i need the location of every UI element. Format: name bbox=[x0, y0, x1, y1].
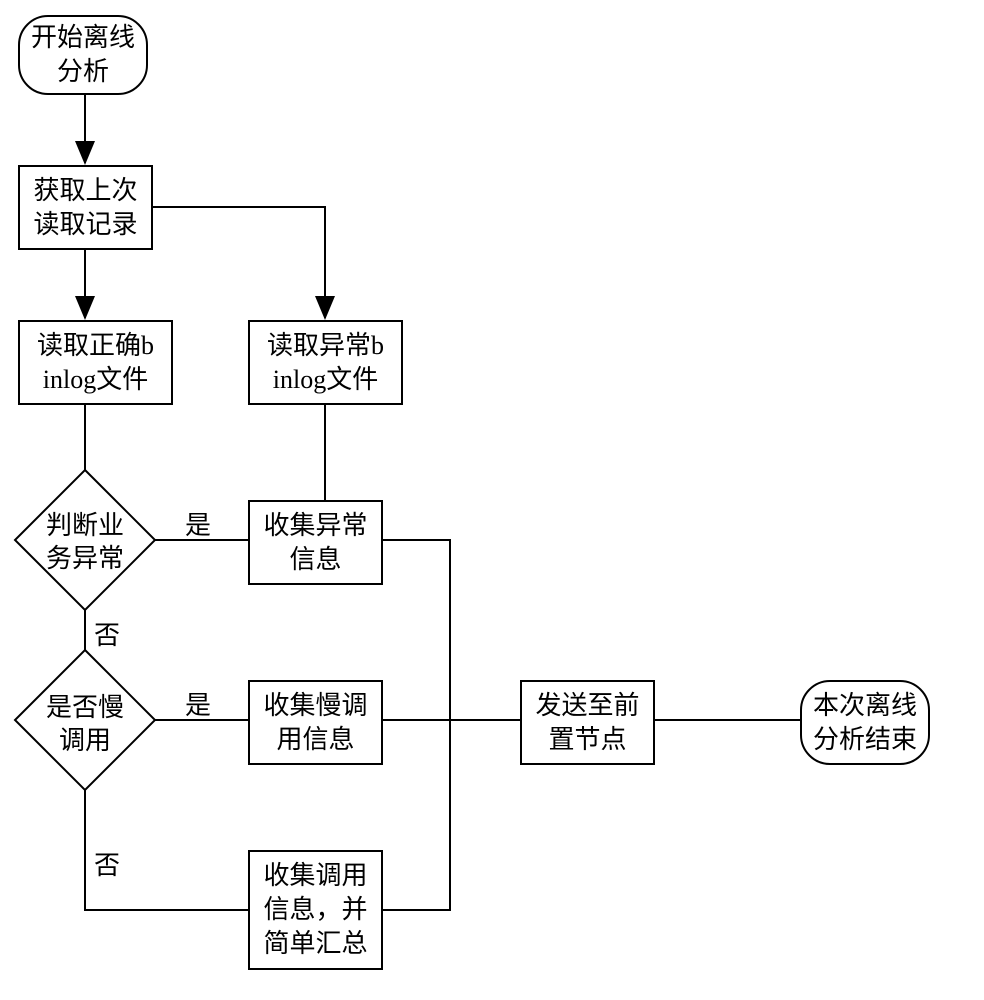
edge-label-no-2: 否 bbox=[94, 845, 120, 882]
edges bbox=[85, 95, 800, 910]
process-collect-slow: 收集慢调用信息 bbox=[248, 680, 383, 765]
terminator-start: 开始离线分析 bbox=[18, 15, 148, 95]
read-abnormal-label: 读取异常binlog文件 bbox=[267, 329, 384, 397]
decision-slow-label: 是否慢调用 bbox=[45, 692, 125, 757]
get-last-label: 获取上次读取记录 bbox=[33, 174, 137, 242]
send-front-label: 发送至前置节点 bbox=[535, 689, 639, 757]
edge-collectcall-send bbox=[383, 720, 450, 910]
edge-label-no-1: 否 bbox=[94, 615, 120, 652]
process-read-abnormal: 读取异常binlog文件 bbox=[248, 320, 403, 405]
edge-label-yes-2: 是 bbox=[185, 685, 211, 722]
process-collect-call: 收集调用信息，并简单汇总 bbox=[248, 850, 383, 970]
terminator-end: 本次离线分析结束 bbox=[800, 680, 930, 765]
process-send-front: 发送至前置节点 bbox=[520, 680, 655, 765]
edge-getlast-readabnormal bbox=[153, 207, 325, 318]
start-label: 开始离线分析 bbox=[31, 21, 135, 89]
flowchart-container: 开始离线分析 获取上次读取记录 读取正确binlog文件 读取异常binlog文… bbox=[0, 0, 984, 1000]
collect-call-label: 收集调用信息，并简单汇总 bbox=[263, 859, 367, 960]
process-collect-abnormal: 收集异常信息 bbox=[248, 500, 383, 585]
edge-label-yes-1: 是 bbox=[185, 505, 211, 542]
edge-collectabnormal-send bbox=[383, 540, 450, 720]
collect-slow-label: 收集慢调用信息 bbox=[263, 689, 367, 757]
flowchart-svg bbox=[0, 0, 984, 1000]
process-read-correct: 读取正确binlog文件 bbox=[18, 320, 173, 405]
process-get-last: 获取上次读取记录 bbox=[18, 165, 153, 250]
end-label: 本次离线分析结束 bbox=[813, 689, 917, 757]
collect-abnormal-label: 收集异常信息 bbox=[263, 509, 367, 577]
decision-business-label: 判断业务异常 bbox=[45, 510, 125, 575]
read-correct-label: 读取正确binlog文件 bbox=[37, 329, 154, 397]
